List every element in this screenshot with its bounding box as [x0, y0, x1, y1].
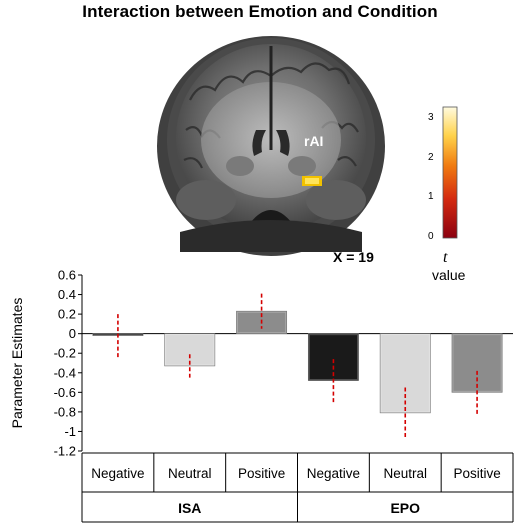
y-tick-label: -1.2 [54, 444, 76, 459]
y-tick-label: -0.2 [54, 346, 76, 361]
y-tick-label: 0 [69, 326, 76, 341]
category-label-3: Positive [238, 466, 285, 481]
bar-2 [164, 333, 216, 367]
y-tick-label: -0.8 [54, 404, 76, 419]
bar-bevel-3 [236, 311, 287, 334]
colorbar-label-symbol: t [443, 249, 448, 266]
y-tick-label: 0.6 [58, 268, 76, 283]
region-label: rAI [304, 133, 323, 149]
category-label-6: Positive [453, 466, 500, 481]
colorbar-tick-1: 1 [428, 191, 434, 202]
brain-image [157, 36, 385, 256]
category-label-5: Neutral [383, 466, 427, 481]
category-label-2: Neutral [168, 466, 212, 481]
bar-bevel-2 [165, 334, 215, 366]
colorbar-label-word: value [432, 267, 466, 283]
colorbar-tick-0: 0 [428, 231, 434, 242]
figure-title: Interaction between Emotion and Conditio… [82, 2, 438, 21]
colorbar: 3 2 1 0 t value [428, 106, 466, 283]
bar-6 [451, 333, 503, 393]
bar-5 [379, 333, 431, 414]
y-tick-label: 0.2 [58, 307, 76, 322]
group-label-epo: EPO [390, 500, 420, 516]
slice-label: X = 19 [333, 249, 374, 265]
category-label-1: Negative [91, 466, 144, 481]
group-label-isa: ISA [178, 500, 201, 516]
bar-bevel-5 [380, 334, 430, 413]
category-label-4: Negative [307, 466, 360, 481]
y-axis-label: Parameter Estimates [9, 298, 25, 429]
y-tick-label: 0.4 [58, 287, 76, 302]
colorbar-gradient [442, 106, 458, 239]
colorbar-tick-3: 3 [428, 112, 434, 123]
colorbar-tick-2: 2 [428, 152, 434, 163]
y-tick-label: -1 [64, 424, 76, 439]
y-tick-label: -0.4 [54, 365, 76, 380]
y-tick-label: -0.6 [54, 385, 76, 400]
